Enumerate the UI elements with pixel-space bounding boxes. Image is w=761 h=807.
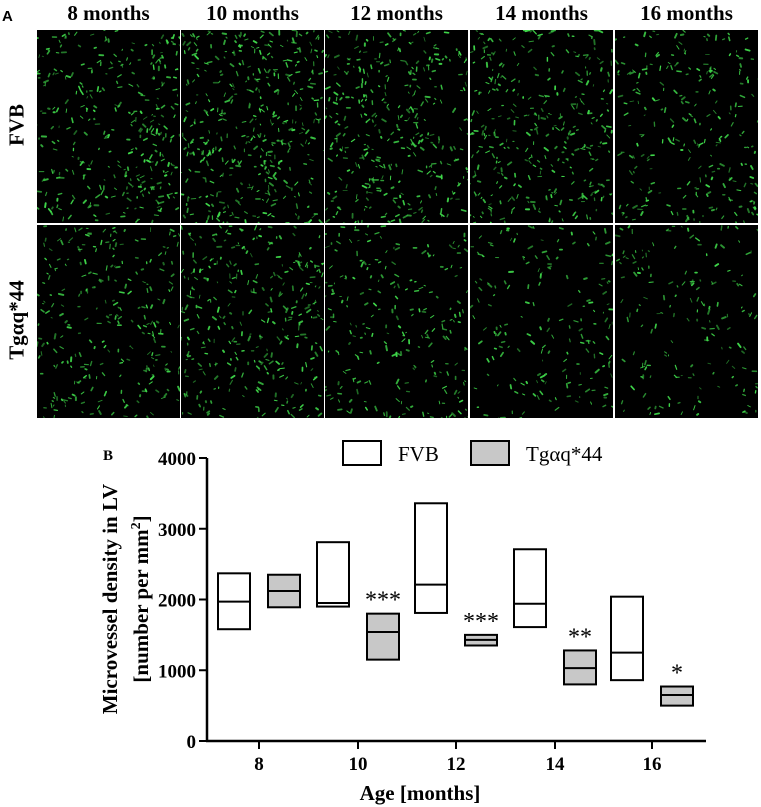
x-tick-label: 10 [349, 754, 368, 775]
panel-a-label: A [2, 8, 13, 25]
box-tgaq44 [660, 685, 694, 707]
x-tick-label: 14 [546, 754, 566, 775]
row-header-fvb: FVB [4, 104, 29, 146]
column-header-12-months: 12 months [350, 1, 443, 25]
x-axis-title: Age [months] [360, 781, 481, 805]
x-tick-label: 8 [254, 754, 264, 775]
micrograph-tile [470, 225, 613, 418]
legend-label-tgaq44: Tgαq*44 [526, 442, 603, 466]
y-tick-label: 3000 [158, 520, 196, 541]
legend-swatch-fvb [342, 440, 382, 466]
panel-b-label: B [103, 448, 113, 464]
y-tick-label: 4000 [158, 449, 196, 470]
micrograph-tile [181, 30, 324, 223]
column-header-14-months: 14 months [495, 1, 588, 25]
significance-marker: *** [463, 609, 499, 635]
x-tick-label: 16 [643, 754, 662, 775]
row-header-tgaq44: Tgαq*44 [4, 280, 29, 360]
micrograph-tile [37, 225, 180, 418]
y-tick-label: 1000 [158, 661, 196, 682]
significance-marker: ** [568, 624, 592, 650]
micrograph-tile [37, 30, 180, 223]
column-header-16-months: 16 months [640, 1, 733, 25]
microvessel-density-chart: B 0 1000 2000 3000 4000 8 10 12 14 16 Age [months] M… [98, 440, 706, 805]
y-axis-title-line1: Microvessel density in LV [98, 484, 122, 714]
box-fvb [316, 541, 350, 608]
y-axis-title-line2: [number per mm2] [129, 515, 153, 682]
x-tick-label: 12 [447, 754, 466, 775]
column-header-10-months: 10 months [206, 1, 299, 25]
y-tick-label: 2000 [158, 591, 196, 612]
significance-marker: * [671, 661, 683, 687]
box-fvb [414, 502, 448, 614]
micrograph-tile [325, 225, 468, 418]
legend-swatch-tgaq44 [470, 440, 510, 466]
micrograph-tile [615, 225, 758, 418]
box-fvb [513, 548, 547, 629]
micrograph-tile [615, 30, 758, 223]
legend-label-fvb: FVB [398, 442, 439, 466]
micrograph-tile [325, 30, 468, 223]
micrograph-tile [470, 30, 613, 223]
box-tgaq44 [366, 612, 400, 661]
box-fvb [610, 595, 644, 682]
column-header-8-months: 8 months [67, 1, 150, 25]
y-tick-label: 0 [187, 732, 197, 753]
significance-marker: *** [365, 588, 401, 614]
micrograph-tile [181, 225, 324, 418]
